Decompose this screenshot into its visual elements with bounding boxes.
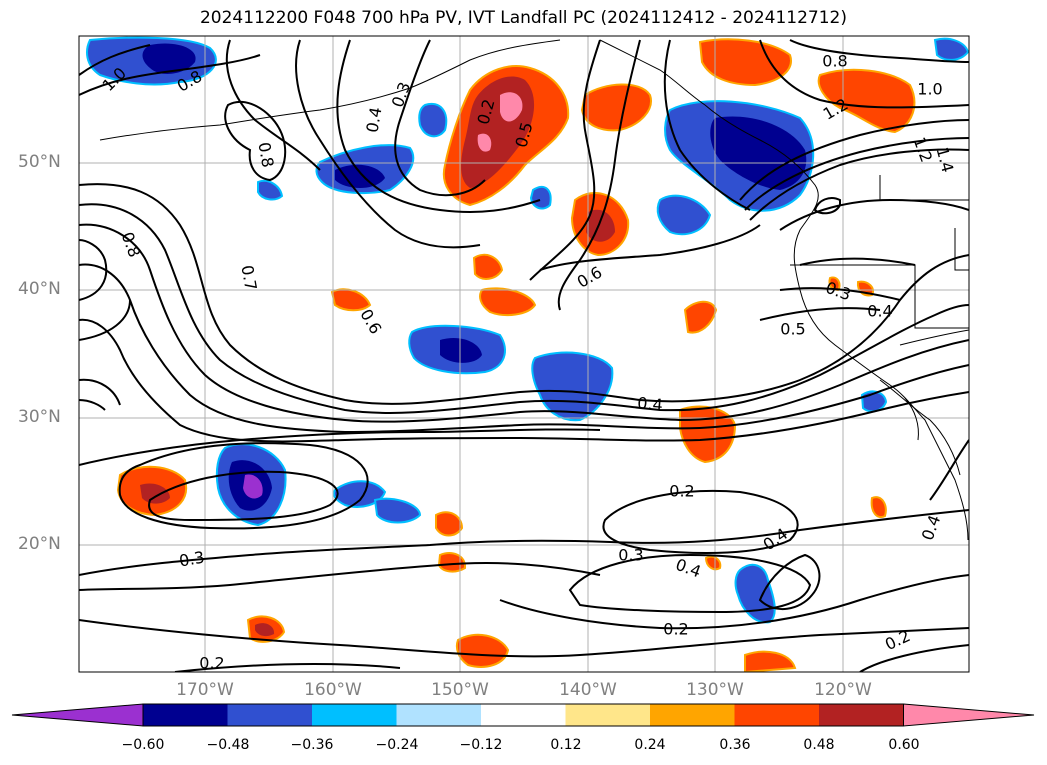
lat-label-30n: 30°N <box>18 407 61 427</box>
colorbar-extend-high <box>903 703 1035 727</box>
colorbar-tick: 0.36 <box>719 737 751 753</box>
colorbar-frame <box>142 703 904 727</box>
colorbar-segment <box>734 704 820 726</box>
contour-label: 0.8 <box>254 141 277 169</box>
contour-label: 0.4 <box>760 524 792 554</box>
contour-label: 0.4 <box>867 302 892 321</box>
contour-label: 0.8 <box>822 52 847 71</box>
pv-anomaly-fill <box>79 36 969 672</box>
colorbar-tick: 0.12 <box>550 737 582 753</box>
contour-label: 0.4 <box>637 393 664 414</box>
lon-label-170w: 170°W <box>176 680 234 700</box>
map-title: 2024112200 F048 700 hPa PV, IVT Landfall… <box>199 8 847 28</box>
contour-label: 0.3 <box>178 547 206 570</box>
colorbar-tick: 0.48 <box>803 737 835 753</box>
lon-label-130w: 130°W <box>686 680 744 700</box>
colorbar-tick: 0.24 <box>634 737 666 753</box>
colorbar-segment <box>819 704 904 726</box>
contour-label: 0.3 <box>823 278 853 305</box>
colorbar-segment <box>565 704 651 726</box>
coastlines <box>99 39 969 541</box>
contour-label: 0.6 <box>574 263 606 292</box>
colorbar-tick: −0.36 <box>290 737 334 753</box>
colorbar-tick: −0.48 <box>206 737 250 753</box>
lon-label-140w: 140°W <box>559 680 617 700</box>
lat-label-20n: 20°N <box>18 534 61 554</box>
contour-label: 0.8 <box>118 229 145 259</box>
lon-label-120w: 120°W <box>814 680 872 700</box>
colorbar-segment <box>650 704 735 726</box>
colorbar-segment <box>227 704 313 726</box>
graticule <box>79 36 969 672</box>
contour-label: 0.4 <box>918 512 945 542</box>
contour-label: 0.5 <box>780 320 805 339</box>
contour-label: 0.4 <box>673 555 703 582</box>
lon-label-160w: 160°W <box>304 680 362 700</box>
colorbar-tick: −0.12 <box>459 737 503 753</box>
negative-anomaly-regions <box>86 36 969 624</box>
contour-label: 0.7 <box>237 264 260 292</box>
colorbar-segment <box>481 704 566 726</box>
colorbar-segment <box>143 704 228 726</box>
colorbar-tick: 0.60 <box>888 737 920 753</box>
contour-label: 0.4 <box>362 106 385 134</box>
lat-label-40n: 40°N <box>18 279 61 299</box>
ivt-contours <box>79 39 969 672</box>
contour-label: 0.2 <box>669 482 694 501</box>
colorbar-segment <box>396 704 482 726</box>
colorbar-segment <box>312 704 397 726</box>
contour-label: 1.0 <box>917 80 942 99</box>
contour-label: 0.2 <box>663 620 688 639</box>
colorbar-extend-low <box>11 703 144 727</box>
colorbar-tick: −0.24 <box>375 737 419 753</box>
colorbar-tick: −0.60 <box>121 737 165 753</box>
colorbar <box>11 703 1035 727</box>
contour-label: 0.3 <box>388 79 415 109</box>
map-frame <box>78 35 970 673</box>
contour-label: 0.2 <box>199 654 224 673</box>
lon-label-150w: 150°W <box>431 680 489 700</box>
lat-label-50n: 50°N <box>18 152 61 172</box>
contour-label: 0.3 <box>618 546 643 565</box>
